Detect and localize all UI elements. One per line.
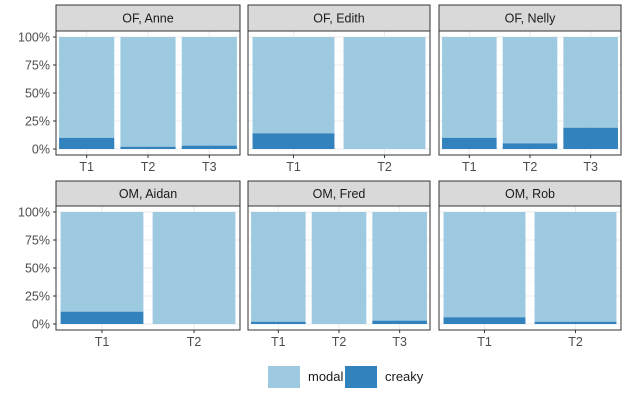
x-tick-label: T1 xyxy=(462,160,477,174)
x-tick-label: T1 xyxy=(477,335,492,349)
bar-modal xyxy=(502,37,558,144)
bar-modal xyxy=(343,37,426,149)
y-tick-label: 50% xyxy=(25,262,50,276)
bar-modal xyxy=(120,37,176,147)
y-tick-label: 75% xyxy=(25,234,50,248)
facet-title: OF, Anne xyxy=(122,12,173,26)
bar-modal xyxy=(181,37,237,146)
x-tick-label: T2 xyxy=(141,160,156,174)
bar-creaky xyxy=(534,321,617,324)
panel-border xyxy=(247,30,431,156)
legend-item-modal: modal xyxy=(268,366,343,388)
facet-strip xyxy=(55,180,241,207)
legend-item-creaky: creaky xyxy=(345,366,425,388)
facet-strip xyxy=(247,180,431,207)
bar-creaky xyxy=(372,320,427,324)
bar-creaky xyxy=(563,127,618,149)
facet-title: OF, Nelly xyxy=(505,12,556,26)
bar-creaky xyxy=(252,133,335,149)
legend: modal creaky xyxy=(0,366,629,388)
x-tick-label: T1 xyxy=(95,335,110,349)
bar-modal xyxy=(442,37,497,138)
x-tick-label: T2 xyxy=(187,335,202,349)
bar-modal xyxy=(152,212,236,324)
bar-modal xyxy=(563,37,618,128)
legend-key-creaky xyxy=(345,366,377,388)
x-tick-label: T3 xyxy=(202,160,217,174)
x-tick-label: T2 xyxy=(568,335,583,349)
x-tick-label: T1 xyxy=(271,335,286,349)
y-tick-label: 25% xyxy=(25,290,50,304)
bar-modal xyxy=(534,212,617,322)
facet-strip xyxy=(438,180,622,207)
bar-modal xyxy=(60,212,144,312)
y-tick-label: 50% xyxy=(25,87,50,101)
legend-label-modal: modal xyxy=(308,369,344,384)
facet-strip xyxy=(438,4,622,32)
facet-title: OM, Aidan xyxy=(119,187,177,201)
x-tick-label: T2 xyxy=(377,160,392,174)
y-tick-label: 25% xyxy=(25,115,50,129)
legend-key-modal xyxy=(268,366,300,388)
panel-border xyxy=(247,205,431,331)
bar-modal xyxy=(251,212,306,322)
bar-modal xyxy=(372,212,427,321)
bar-modal xyxy=(311,212,367,324)
facet-strip xyxy=(55,4,241,32)
x-tick-label: T1 xyxy=(79,160,94,174)
bar-creaky xyxy=(181,145,237,149)
bar-creaky xyxy=(442,137,497,149)
y-tick-label: 100% xyxy=(18,31,50,45)
y-tick-label: 0% xyxy=(32,318,50,332)
panel-border xyxy=(438,30,622,156)
bar-modal xyxy=(443,212,526,318)
legend-label-creaky: creaky xyxy=(385,369,424,384)
bar-creaky xyxy=(60,311,144,324)
facet-title: OM, Fred xyxy=(313,187,366,201)
y-tick-label: 100% xyxy=(18,206,50,220)
x-tick-label: T1 xyxy=(286,160,301,174)
facet-title: OM, Rob xyxy=(505,187,555,201)
facet-strip xyxy=(247,4,431,32)
x-tick-label: T2 xyxy=(332,335,347,349)
bar-creaky xyxy=(443,317,526,324)
bar-creaky xyxy=(59,137,115,149)
y-tick-label: 0% xyxy=(32,143,50,157)
x-tick-label: T2 xyxy=(523,160,538,174)
bar-creaky xyxy=(502,143,558,149)
bar-modal xyxy=(59,37,115,138)
facet-title: OF, Edith xyxy=(313,12,364,26)
bar-creaky xyxy=(120,146,176,149)
bar-modal xyxy=(252,37,335,134)
panel-border xyxy=(438,205,622,331)
x-tick-label: T3 xyxy=(583,160,598,174)
y-tick-label: 75% xyxy=(25,59,50,73)
x-tick-label: T3 xyxy=(392,335,407,349)
bar-creaky xyxy=(251,321,306,324)
